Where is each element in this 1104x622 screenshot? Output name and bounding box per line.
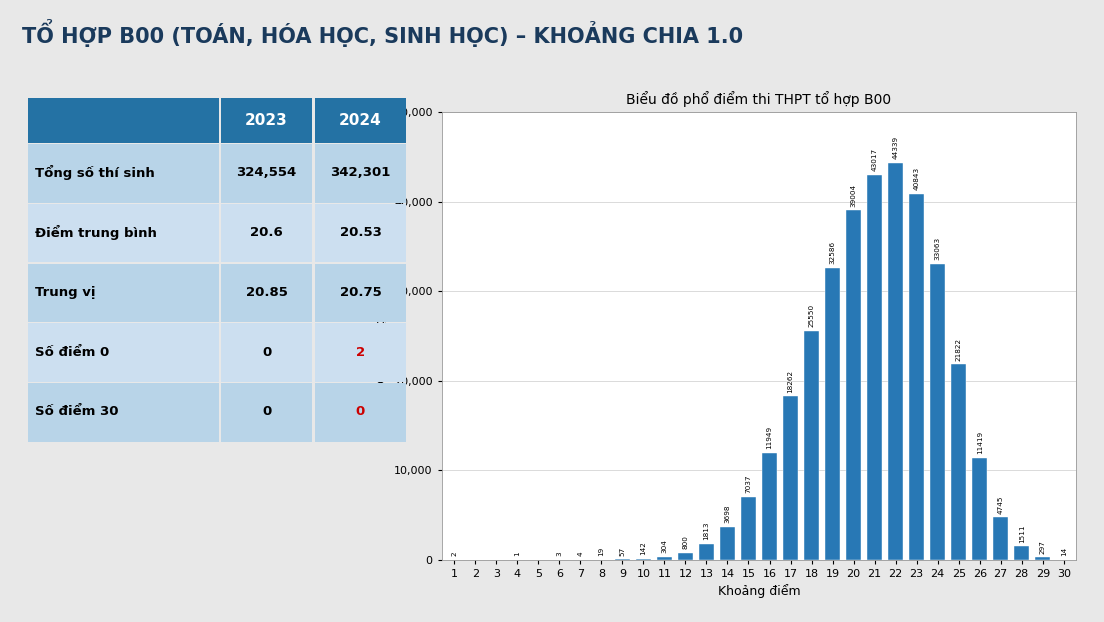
- Text: 20.53: 20.53: [340, 226, 381, 239]
- Text: 57: 57: [619, 547, 625, 555]
- Text: 1511: 1511: [1019, 524, 1025, 542]
- Text: 304: 304: [661, 540, 668, 554]
- Text: 0: 0: [262, 346, 272, 358]
- Bar: [741, 497, 756, 560]
- Text: Điểm trung bình: Điểm trung bình: [35, 225, 157, 240]
- X-axis label: Khoảng điểm: Khoảng điểm: [718, 585, 800, 598]
- Text: 0: 0: [262, 406, 272, 418]
- Text: 14: 14: [1061, 547, 1066, 556]
- Text: 20.6: 20.6: [251, 226, 283, 239]
- Text: 32586: 32586: [829, 241, 836, 264]
- Text: 800: 800: [682, 535, 689, 549]
- Text: 7037: 7037: [745, 475, 752, 493]
- Bar: [1036, 557, 1050, 560]
- Text: TỔ HỢP B00 (TOÁN, HÓA HỌC, SINH HỌC) – KHOẢNG CHIA 1.0: TỔ HỢP B00 (TOÁN, HÓA HỌC, SINH HỌC) – K…: [22, 19, 743, 47]
- Text: 19: 19: [598, 547, 604, 556]
- Text: 20.85: 20.85: [246, 286, 287, 299]
- Text: 0: 0: [355, 406, 365, 418]
- Text: 4: 4: [577, 552, 583, 556]
- Text: 2: 2: [452, 552, 457, 556]
- Text: Số điểm 30: Số điểm 30: [35, 406, 119, 418]
- Y-axis label: Số lượng học sinh: Số lượng học sinh: [374, 281, 389, 391]
- Text: 40843: 40843: [914, 167, 920, 190]
- Text: 39004: 39004: [850, 183, 857, 207]
- Text: 11949: 11949: [766, 426, 773, 449]
- Bar: [909, 194, 924, 560]
- Text: 324,554: 324,554: [236, 167, 297, 179]
- Bar: [1015, 546, 1029, 560]
- Bar: [636, 559, 651, 560]
- Bar: [846, 210, 861, 560]
- Text: Trung vị: Trung vị: [35, 286, 96, 299]
- Text: 3: 3: [556, 552, 562, 556]
- Text: 2: 2: [355, 346, 365, 358]
- Bar: [930, 264, 945, 560]
- Bar: [825, 268, 840, 560]
- Text: 18262: 18262: [787, 369, 794, 392]
- Text: 44339: 44339: [893, 136, 899, 159]
- Text: 43017: 43017: [872, 148, 878, 171]
- Text: 142: 142: [640, 541, 646, 555]
- Text: 3698: 3698: [724, 504, 731, 523]
- Bar: [973, 458, 987, 560]
- Title: Biểu đồ phổ điểm thi THPT tổ hợp B00: Biểu đồ phổ điểm thi THPT tổ hợp B00: [626, 91, 892, 106]
- Text: 342,301: 342,301: [330, 167, 391, 179]
- Text: Số điểm 0: Số điểm 0: [35, 346, 109, 358]
- Text: 4745: 4745: [998, 495, 1004, 514]
- Bar: [867, 175, 882, 560]
- Text: 1: 1: [514, 552, 520, 556]
- Bar: [783, 396, 798, 560]
- Text: 297: 297: [1040, 540, 1045, 554]
- Text: Tổng số thí sinh: Tổng số thí sinh: [35, 165, 155, 180]
- Bar: [804, 331, 819, 560]
- Bar: [888, 163, 903, 560]
- Text: 11419: 11419: [977, 431, 983, 454]
- Text: 1813: 1813: [703, 521, 710, 540]
- Bar: [762, 453, 777, 560]
- Bar: [678, 552, 693, 560]
- Text: 2023: 2023: [245, 113, 288, 128]
- Text: 33063: 33063: [935, 237, 941, 260]
- Bar: [657, 557, 672, 560]
- Bar: [720, 527, 735, 560]
- Text: 2024: 2024: [339, 113, 382, 128]
- Text: 20.75: 20.75: [340, 286, 381, 299]
- Bar: [699, 544, 714, 560]
- Bar: [952, 364, 966, 560]
- Bar: [994, 518, 1008, 560]
- Text: 21822: 21822: [956, 338, 962, 361]
- Text: 25550: 25550: [808, 304, 815, 327]
